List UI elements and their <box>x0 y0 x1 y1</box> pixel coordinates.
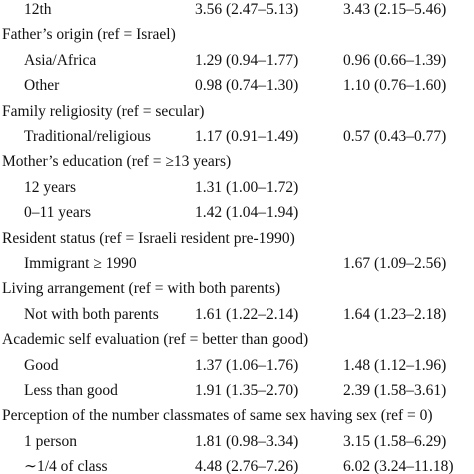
odds-ratio: 0.57 (0.43–0.77) <box>343 128 447 145</box>
row-label: Not with both parents <box>24 305 159 323</box>
section-heading: Family religiosity (ref = secular) <box>2 102 205 120</box>
odds-ratio: 1.81 (0.98–3.34) <box>195 432 299 450</box>
odds-ratio: 1.64 (1.23–2.18) <box>343 305 447 323</box>
odds-ratio: 6.02 (3.24–11.18) <box>343 458 454 474</box>
odds-ratio: 0.96 (0.66–1.39) <box>343 51 447 69</box>
odds-ratio: 1.37 (1.06–1.76) <box>195 356 299 374</box>
section-heading: Perception of the number classmates of s… <box>2 407 433 425</box>
odds-ratio: 3.15 (1.58–6.29) <box>343 432 447 450</box>
row-label: Immigrant ≥ 1990 <box>24 255 137 272</box>
odds-ratio: 3.56 (2.47–5.13) <box>195 1 299 18</box>
section-heading: Living arrangement (ref = with both pare… <box>2 280 281 298</box>
row-label: Traditional/religious <box>24 128 151 145</box>
row-label: 12th <box>24 1 52 18</box>
row-label: 0–11 years <box>24 204 92 222</box>
row-label: Less than good <box>24 382 118 399</box>
odds-ratio: 1.67 (1.09–2.56) <box>343 255 447 272</box>
odds-ratio: 1.91 (1.35–2.70) <box>195 382 299 399</box>
section-heading: Resident status (ref = Israeli resident … <box>2 229 295 247</box>
row-label: Asia/Africa <box>24 51 97 69</box>
odds-ratio: 3.43 (2.15–5.46) <box>343 1 447 18</box>
row-label: 12 years <box>24 178 77 196</box>
odds-ratio: 1.29 (0.94–1.77) <box>195 51 299 69</box>
odds-ratio: 4.48 (2.76–7.26) <box>195 458 299 474</box>
odds-ratio: 1.42 (1.04–1.94) <box>195 204 299 222</box>
odds-ratio: 1.17 (0.91–1.49) <box>195 128 299 145</box>
odds-ratio: 2.39 (1.58–3.61) <box>343 382 447 399</box>
row-label: Other <box>24 77 60 95</box>
row-label: ∼1/4 of class <box>24 458 108 474</box>
odds-ratio: 1.31 (1.00–1.72) <box>195 178 299 196</box>
odds-ratio: 1.61 (1.22–2.14) <box>195 305 299 323</box>
row-label: Good <box>24 356 59 374</box>
odds-ratio: 0.98 (0.74–1.30) <box>195 77 299 95</box>
section-heading: Mother’s education (ref = ≥13 years) <box>2 153 232 171</box>
odds-ratio: 1.10 (0.76–1.60) <box>343 77 447 95</box>
section-heading: Father’s origin (ref = Israel) <box>2 26 176 44</box>
row-label: 1 person <box>24 432 77 450</box>
odds-ratio: 1.48 (1.12–1.96) <box>343 356 447 374</box>
section-heading: Academic self evaluation (ref = better t… <box>2 331 309 349</box>
